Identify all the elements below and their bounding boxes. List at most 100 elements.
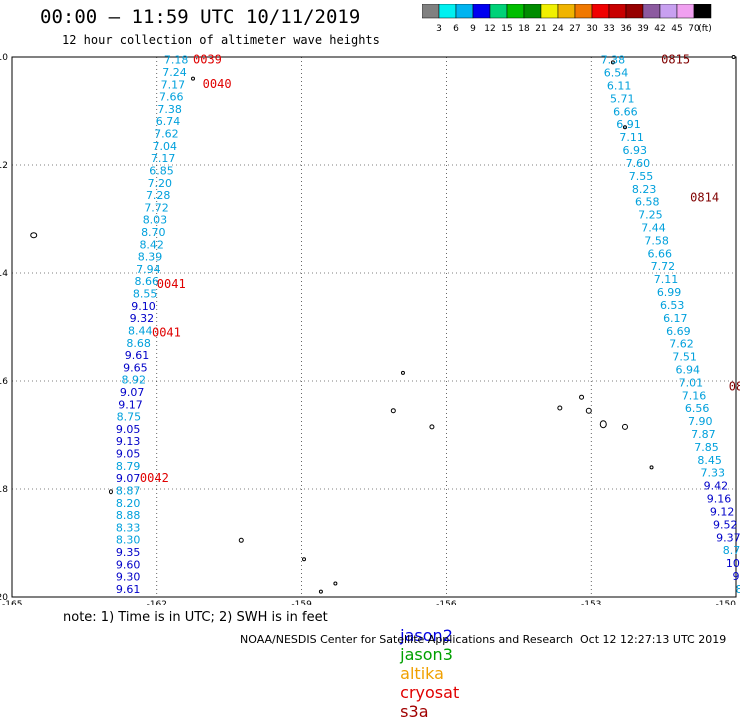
island-outline xyxy=(599,420,607,429)
wave-height-label: 6.53 xyxy=(660,299,685,312)
wave-height-label: 9.30 xyxy=(116,571,141,584)
wave-height-label: 5.71 xyxy=(610,92,635,105)
lat-tick-label: -12 xyxy=(0,161,8,171)
wave-height-label: 9.61 xyxy=(116,583,141,596)
wave-height-label: 8. xyxy=(736,583,740,596)
wave-height-label: 7.51 xyxy=(672,351,697,364)
colorbar-label: 9 xyxy=(470,24,476,34)
wave-height-label: 6.74 xyxy=(156,115,181,128)
lat-tick-label: -16 xyxy=(0,377,8,387)
colorbar-label: 21 xyxy=(535,24,546,34)
wave-height-label: 7.16 xyxy=(682,389,707,402)
wave-height-label: 7.28 xyxy=(146,189,171,202)
island-outline xyxy=(108,489,113,495)
lat-tick-label: -20 xyxy=(0,593,8,603)
wave-height-label: 8.30 xyxy=(116,534,141,547)
island-outline xyxy=(333,581,338,586)
map-frame xyxy=(11,56,737,598)
generated-timestamp: Oct 12 12:27:13 UTC 2019 xyxy=(580,633,727,646)
colorbar-label: 6 xyxy=(453,24,459,34)
wave-height-label: 7.94 xyxy=(136,263,161,276)
wave-height-label: 7.87 xyxy=(691,428,716,441)
wave-height-label: 7.11 xyxy=(619,131,644,144)
wave-height-label: 8.79 xyxy=(116,460,141,473)
wave-height-label: 9.13 xyxy=(116,435,141,448)
island-outline xyxy=(585,407,592,414)
wave-height-label: 9.65 xyxy=(123,361,148,374)
lat-tick-label: -10 xyxy=(0,53,8,63)
colorbar-label: 15 xyxy=(501,24,512,34)
wave-height-label: 9.07 xyxy=(120,386,145,399)
wave-height-label: 7.18 xyxy=(164,54,189,67)
colorbar-label: 27 xyxy=(569,24,580,34)
wave-height-label: 8.03 xyxy=(143,214,168,227)
wave-height-label: 6.85 xyxy=(149,164,174,177)
wave-height-label: 7.11 xyxy=(654,273,679,286)
wave-height-label: 8.45 xyxy=(697,454,722,467)
satellite-altika: altika xyxy=(400,664,444,683)
wave-height-label: 8.42 xyxy=(139,238,164,251)
island-outline xyxy=(557,405,563,411)
colorbar-label: 36 xyxy=(620,24,632,34)
island-outline xyxy=(390,408,396,414)
color-legend: 3 6 9 12 15 18 21 24 27 30 33 36 39 42 45 70(ft) xyxy=(422,4,712,34)
island-outline xyxy=(649,465,654,470)
colorbar-label: 45 xyxy=(671,24,682,34)
island-outline xyxy=(731,55,736,59)
wave-height-label: 7.38 xyxy=(601,54,626,67)
wave-height-label: 7.90 xyxy=(688,415,713,428)
pass-time-label: 0041 xyxy=(157,277,186,291)
wave-height-label: 8.44 xyxy=(128,324,153,337)
lon-tick-label: -159 xyxy=(291,600,312,605)
pass-time-label: 0040 xyxy=(203,77,232,91)
satellite-s3a: s3a xyxy=(400,702,429,721)
wave-height-label: 7.38 xyxy=(157,103,182,116)
wave-height-label: 6.58 xyxy=(635,196,660,209)
wave-height-label: 7.60 xyxy=(626,157,651,170)
wave-height-label: 8.66 xyxy=(135,275,160,288)
wave-height-label: 8.55 xyxy=(133,288,158,301)
wave-height-label: 7.72 xyxy=(144,201,169,214)
wave-height-label: 9.35 xyxy=(116,546,141,559)
wave-height-label: 6.99 xyxy=(657,286,682,299)
wave-height-label: 6.17 xyxy=(663,312,688,325)
wave-height-label: 7.85 xyxy=(694,441,719,454)
wave-height-label: 8.87 xyxy=(116,484,141,497)
wave-height-label: 7.01 xyxy=(679,376,704,389)
lon-tick-label: -153 xyxy=(581,600,601,605)
wave-height-label: 9. xyxy=(732,570,740,583)
pass-time-label: 0815 xyxy=(661,53,690,67)
wave-height-label: 6.93 xyxy=(623,144,648,157)
pass-time-label: 0041 xyxy=(152,325,181,339)
satellite-jason3: jason3 xyxy=(400,645,453,664)
pass-time-label: 0814 xyxy=(690,190,719,204)
island-outline xyxy=(238,537,244,543)
wave-height-label: 8.88 xyxy=(116,509,141,522)
wave-height-label: 9.16 xyxy=(707,493,732,506)
wave-height-label: 6.91 xyxy=(616,118,641,131)
wave-height-label: 8.20 xyxy=(116,497,141,510)
wave-height-label: 9.37 xyxy=(716,531,740,544)
wave-height-label: 8.75 xyxy=(117,411,142,424)
wave-height-label: 9.05 xyxy=(116,448,141,461)
lat-tick-label: -14 xyxy=(0,269,8,279)
island-outline xyxy=(429,424,435,430)
wave-height-label: 7.20 xyxy=(148,177,173,190)
wave-height-label: 9.60 xyxy=(116,558,141,571)
wave-height-label: 8.39 xyxy=(138,251,163,264)
wave-height-label: 9.42 xyxy=(704,480,729,493)
island-outline xyxy=(621,423,628,430)
wave-height-label: 7.33 xyxy=(700,467,725,480)
lon-tick-label: -165 xyxy=(2,600,22,605)
wave-height-label: 8.33 xyxy=(116,521,141,534)
wave-height-label: 7.66 xyxy=(159,91,184,104)
credit-line: NOAA/NESDIS Center for Satellite Applica… xyxy=(240,633,574,646)
colorbar-unit: (ft) xyxy=(698,24,712,34)
wave-height-label: 6.54 xyxy=(604,67,629,80)
lon-tick-label: -156 xyxy=(436,600,457,605)
wave-height-label: 6.66 xyxy=(613,105,638,118)
wave-height-label: 8.23 xyxy=(632,183,657,196)
wave-height-label: 6.69 xyxy=(666,325,691,338)
colorbar-label: 30 xyxy=(586,24,598,34)
island-outline xyxy=(302,557,307,562)
